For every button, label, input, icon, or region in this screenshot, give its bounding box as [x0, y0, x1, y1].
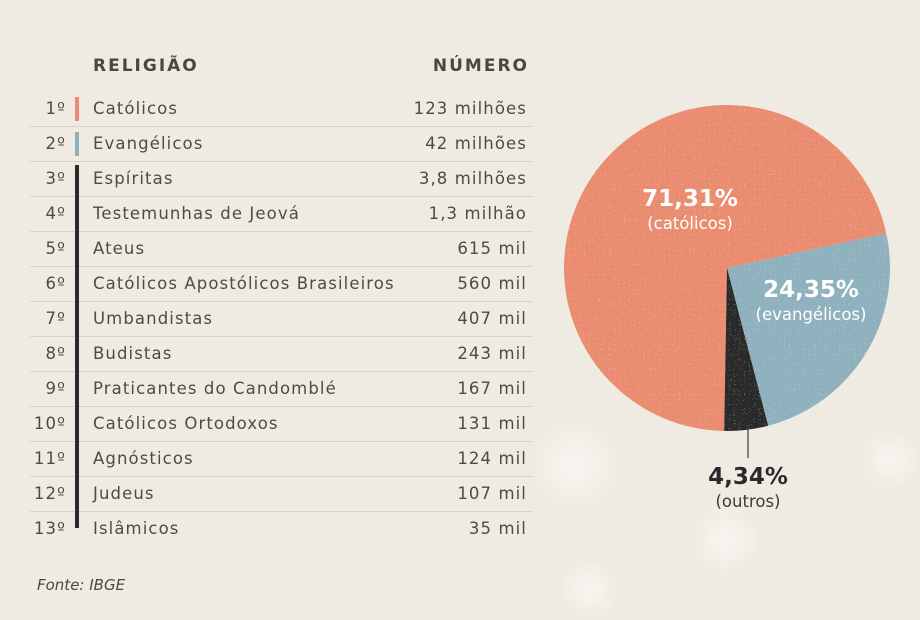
religion-name: Evangélicos	[93, 134, 204, 153]
religion-count: 1,3 milhão	[428, 204, 527, 223]
background-sparkle	[860, 430, 920, 490]
rank-label: 9º	[45, 379, 66, 398]
rank-label: 10º	[33, 414, 66, 433]
rank-label: 13º	[33, 519, 66, 538]
slice-label-catolicos: (católicos)	[647, 214, 733, 233]
slice-percent-catolicos: 71,31%	[642, 186, 738, 212]
source-note: Fonte: IBGE	[37, 576, 126, 594]
slice-label-outros: (outros)	[715, 492, 780, 511]
religion-count: 107 mil	[457, 484, 527, 503]
pie-slice-outros	[724, 268, 769, 431]
slice-percent-evangelicos: 24,35%	[763, 277, 859, 303]
religion-count: 243 mil	[457, 344, 527, 363]
table-row: 7º Umbandistas 407 mil	[30, 302, 533, 337]
religion-name: Budistas	[93, 344, 173, 363]
religion-count: 35 mil	[468, 519, 527, 538]
religion-name: Católicos Apostólicos Brasileiros	[93, 274, 395, 293]
religion-name: Ateus	[93, 239, 146, 258]
religion-count: 123 milhões	[413, 99, 527, 118]
table-row: 6º Católicos Apostólicos Brasileiros 560 m…	[30, 267, 533, 302]
religion-count: 131 mil	[457, 414, 527, 433]
religion-name: Islâmicos	[93, 519, 180, 538]
religion-name: Praticantes do Candomblé	[93, 379, 337, 398]
religion-count: 124 mil	[457, 449, 527, 468]
rank-label: 12º	[33, 484, 66, 503]
catolicos-color-marker	[75, 97, 79, 121]
religion-name: Testemunhas de Jeová	[93, 204, 300, 223]
religion-name: Católicos Ortodoxos	[93, 414, 279, 433]
header-number: NÚMERO	[432, 56, 529, 76]
religion-name: Espíritas	[93, 169, 174, 188]
table-row: 10º Católicos Ortodoxos 131 mil	[30, 407, 533, 442]
religion-count: 3,8 milhões	[418, 169, 527, 188]
rank-label: 5º	[45, 239, 66, 258]
table-row: 2º Evangélicos 42 milhões	[30, 127, 533, 162]
background-sparkle	[690, 505, 760, 575]
religion-count: 615 mil	[457, 239, 527, 258]
table-row: 9º Praticantes do Candomblé 167 mil	[30, 372, 533, 407]
religion-name: Umbandistas	[93, 309, 214, 328]
rank-label: 11º	[33, 449, 66, 468]
rank-label: 4º	[45, 204, 66, 223]
pie-slice-evangelicos	[727, 233, 891, 426]
table-row: 1º Católicos 123 milhões	[30, 92, 533, 127]
table-row: 5º Ateus 615 mil	[30, 232, 533, 267]
table-row: 3º Espíritas 3,8 milhões	[30, 162, 533, 197]
rank-label: 1º	[45, 99, 66, 118]
slice-percent-outros: 4,34%	[708, 464, 788, 490]
table-row: 8º Budistas 243 mil	[30, 337, 533, 372]
evangelicos-color-marker	[75, 132, 79, 156]
rank-label: 3º	[45, 169, 66, 188]
table-row: 13º Islâmicos 35 mil	[30, 512, 533, 546]
pie-chart: 71,31% (católicos) 24,35% (evangélicos) 4,34…	[563, 105, 891, 511]
header-religion: RELIGIÃO	[93, 56, 199, 76]
table-row: 4º Testemunhas de Jeová 1,3 milhão	[30, 197, 533, 232]
rank-label: 7º	[45, 309, 66, 328]
others-marker-bar	[75, 165, 79, 528]
rank-label: 2º	[45, 134, 66, 153]
religion-count: 167 mil	[457, 379, 527, 398]
religion-count: 42 milhões	[425, 134, 527, 153]
slice-label-evangelicos: (evangélicos)	[756, 305, 867, 324]
pie-slice-catolicos	[563, 105, 887, 431]
religion-name: Católicos	[93, 99, 179, 118]
table-row: 11º Agnósticos 124 mil	[30, 442, 533, 477]
religion-table: 1º Católicos 123 milhões 2º Evangélicos 42 mi…	[30, 92, 533, 546]
rank-label: 6º	[45, 274, 66, 293]
background-sparkle	[530, 420, 620, 510]
religion-count: 560 mil	[457, 274, 527, 293]
religion-name: Judeus	[93, 484, 155, 503]
religion-name: Agnósticos	[93, 449, 194, 468]
table-row: 12º Judeus 107 mil	[30, 477, 533, 512]
rank-label: 8º	[45, 344, 66, 363]
religion-count: 407 mil	[457, 309, 527, 328]
